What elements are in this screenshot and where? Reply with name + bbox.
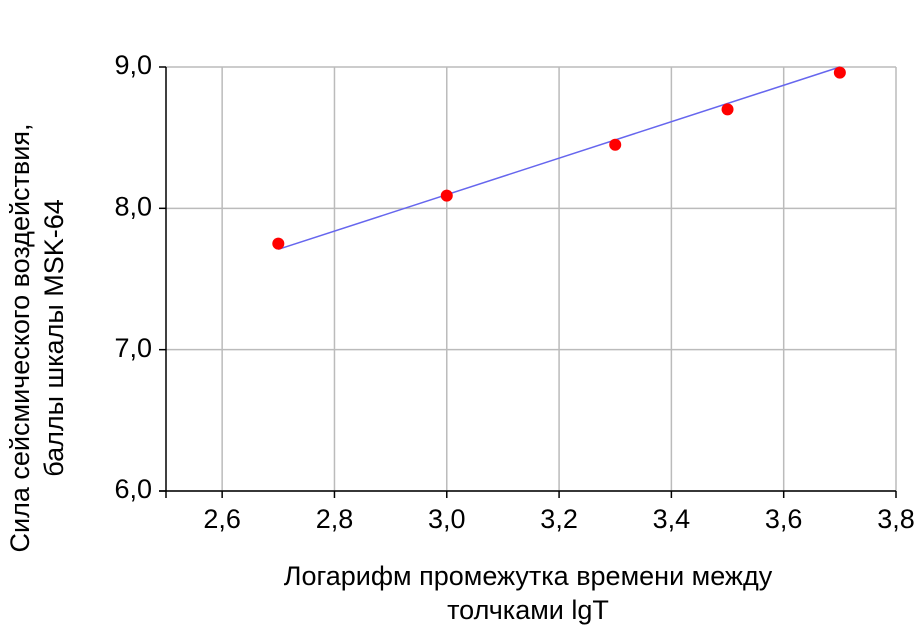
x-tick-label: 3,8 — [877, 504, 915, 534]
data-point — [721, 103, 734, 116]
data-point — [833, 66, 846, 79]
x-tick-label: 3,2 — [540, 504, 578, 534]
x-tick-label: 2,6 — [203, 504, 241, 534]
y-tick-label: 8,0 — [114, 191, 152, 221]
y-tick-label: 7,0 — [114, 333, 152, 363]
x-tick-label: 3,6 — [765, 504, 803, 534]
data-point — [609, 138, 622, 151]
x-axis-label: толчками lgT — [447, 595, 609, 625]
y-tick-label: 6,0 — [114, 474, 152, 504]
data-point — [440, 189, 453, 202]
x-tick-label: 2,8 — [316, 504, 354, 534]
trend-line — [278, 66, 841, 251]
data-point — [272, 237, 285, 250]
y-tick-label: 9,0 — [114, 50, 152, 80]
x-axis-label: Логарифм промежутка времени между — [284, 561, 773, 591]
x-tick-label: 3,4 — [653, 504, 691, 534]
x-tick-label: 3,0 — [428, 504, 466, 534]
y-axis-label: Сила сейсмического воздействия, — [5, 124, 35, 553]
y-axis-label: баллы шкалы MSK-64 — [39, 199, 69, 477]
